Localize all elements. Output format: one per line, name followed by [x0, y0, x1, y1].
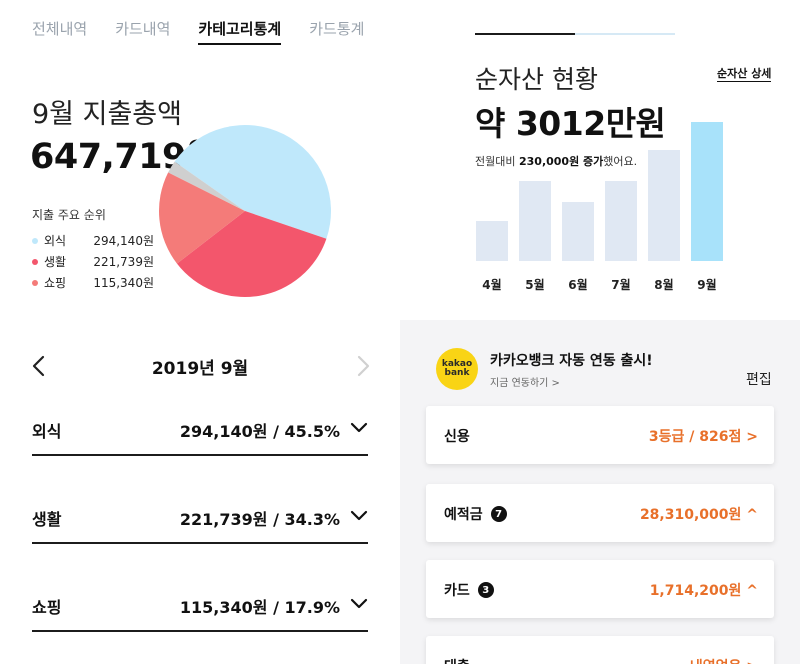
spending-month-label: 9월 지출총액 — [32, 99, 182, 130]
card-label: 예적금 7 — [444, 504, 507, 524]
net-assets-title: 순자산 현황 — [475, 65, 598, 94]
legend-dot — [32, 258, 38, 265]
spending-pie-chart — [159, 125, 331, 297]
category-name: 생활 — [32, 510, 62, 529]
chevron-left-icon[interactable] — [28, 348, 50, 384]
kakaobank-banner-title: 카카오뱅크 자동 연동 출시! — [490, 353, 653, 369]
page-progress-track — [475, 33, 675, 35]
logo-text-bottom: bank — [444, 368, 470, 378]
tab-category-stats[interactable]: 카테고리통계 — [198, 18, 282, 45]
net-assets-change: 전월대비 230,000원 증가했어요. — [475, 153, 637, 169]
pie-legend: 외식 294,140원 생활 221,739원 쇼핑 115,340원 — [32, 230, 154, 293]
card-label-text: 신용 — [444, 429, 470, 445]
legend-item: 쇼핑 115,340원 — [32, 272, 154, 293]
bar-label: 5월 — [525, 277, 544, 292]
tab-bar: 전체내역 카드내역 카테고리통계 카드통계 — [32, 18, 364, 45]
category-row-living[interactable]: 생활 221,739원 / 34.3% — [32, 496, 368, 544]
savings-card-row[interactable]: 예적금 7 28,310,000원 ^ — [426, 484, 774, 542]
net-assets-bar-chart: 4월 5월 6월 7월 8월 9월 — [476, 122, 723, 292]
chevron-down-icon[interactable] — [350, 596, 368, 612]
edit-button[interactable]: 편집 — [746, 372, 772, 388]
legend-dot — [32, 279, 38, 286]
bar-label: 4월 — [482, 277, 501, 292]
category-value: 221,739원 / 34.3% — [179, 510, 340, 529]
pie-slice-외식 — [174, 125, 331, 239]
logo-text-top: kakao — [441, 359, 473, 369]
card-value: 1,714,200원 ^ — [649, 583, 758, 599]
change-prefix: 전월대비 — [475, 155, 519, 168]
bar-5월 — [519, 181, 551, 261]
bar-label: 9월 — [697, 277, 716, 292]
category-row-dining[interactable]: 외식 294,140원 / 45.5% — [32, 408, 368, 456]
credit-card-row[interactable]: 신용 3등급 / 826점 > — [426, 406, 774, 464]
tab-all-history[interactable]: 전체내역 — [32, 20, 88, 38]
kakaobank-logo-icon: kakao bank — [436, 348, 478, 390]
card-label-text: 카드 — [444, 583, 470, 599]
bar-label: 8월 — [654, 277, 673, 292]
month-navigator: 2019년 9월 — [0, 348, 400, 384]
card-label-text: 대출 — [444, 656, 470, 664]
tab-card-stats[interactable]: 카드통계 — [309, 20, 365, 38]
change-suffix: 했어요. — [603, 155, 638, 168]
net-assets-panel: 순자산 현황 순자산 상세 약 3012만원 4월 5월 6월 7월 8월 9월 전월대비… — [400, 0, 800, 320]
category-row-shopping[interactable]: 쇼핑 115,340원 / 17.9% — [32, 584, 368, 632]
ranking-title: 지출 주요 순위 — [32, 208, 106, 222]
category-stats-panel: 전체내역 카드내역 카테고리통계 카드통계 9월 지출총액 647,719원 지… — [0, 0, 400, 320]
count-badge: 3 — [477, 582, 494, 598]
card-label: 카드 3 — [444, 580, 494, 600]
tab-card-history[interactable]: 카드내역 — [115, 20, 171, 38]
pie-slice-쇼핑 — [159, 172, 245, 264]
count-badge: 7 — [490, 506, 507, 522]
card-value: 내역없음 > — [690, 656, 758, 664]
legend-value: 115,340원 — [93, 276, 154, 290]
loan-card-row[interactable]: 대출 내역없음 > — [426, 636, 774, 664]
pie-slice-other — [168, 161, 245, 211]
card-label: 대출 — [444, 656, 470, 664]
legend-item: 생활 221,739원 — [32, 251, 154, 272]
bar-label: 7월 — [611, 277, 630, 292]
change-amount: 230,000원 증가 — [518, 155, 604, 168]
bar-label: 6월 — [568, 277, 587, 292]
category-name: 외식 — [32, 422, 62, 441]
chevron-down-icon[interactable] — [350, 508, 368, 524]
card-label: 신용 — [444, 426, 470, 446]
pie-slice-생활 — [176, 211, 327, 297]
page-progress-fill — [475, 33, 575, 35]
kakaobank-connect-link[interactable]: 지금 연동하기 > — [490, 378, 560, 389]
bar-7월 — [605, 181, 637, 261]
net-assets-detail-link[interactable]: 순자산 상세 — [717, 67, 772, 82]
net-assets-amount: 약 3012만원 — [475, 104, 666, 143]
category-value: 115,340원 / 17.9% — [179, 598, 340, 617]
legend-item: 외식 294,140원 — [32, 230, 154, 251]
category-value: 294,140원 / 45.5% — [179, 422, 340, 441]
bar-4월 — [476, 221, 508, 261]
legend-value: 294,140원 — [93, 234, 154, 248]
bar-6월 — [562, 202, 594, 261]
accounts-panel: kakao bank 카카오뱅크 자동 연동 출시! 지금 연동하기 > 편집 … — [400, 320, 800, 664]
chevron-down-icon[interactable] — [350, 420, 368, 436]
month-title: 2019년 9월 — [151, 359, 249, 379]
legend-dot — [32, 237, 38, 244]
legend-name: 외식 — [44, 234, 67, 248]
bar-8월 — [648, 150, 680, 261]
card-value: 28,310,000원 ^ — [639, 507, 758, 523]
legend-name: 쇼핑 — [44, 276, 67, 290]
card-label-text: 예적금 — [444, 507, 483, 523]
cards-card-row[interactable]: 카드 3 1,714,200원 ^ — [426, 560, 774, 618]
category-name: 쇼핑 — [32, 598, 62, 617]
bar-9월 — [691, 122, 723, 261]
monthly-detail-panel: 2019년 9월 외식 294,140원 / 45.5% 생활 221,739원… — [0, 320, 400, 664]
legend-value: 221,739원 — [93, 255, 154, 269]
card-value: 3등급 / 826점 > — [648, 429, 758, 445]
legend-name: 생활 — [44, 255, 67, 269]
chevron-right-icon[interactable] — [352, 348, 374, 384]
